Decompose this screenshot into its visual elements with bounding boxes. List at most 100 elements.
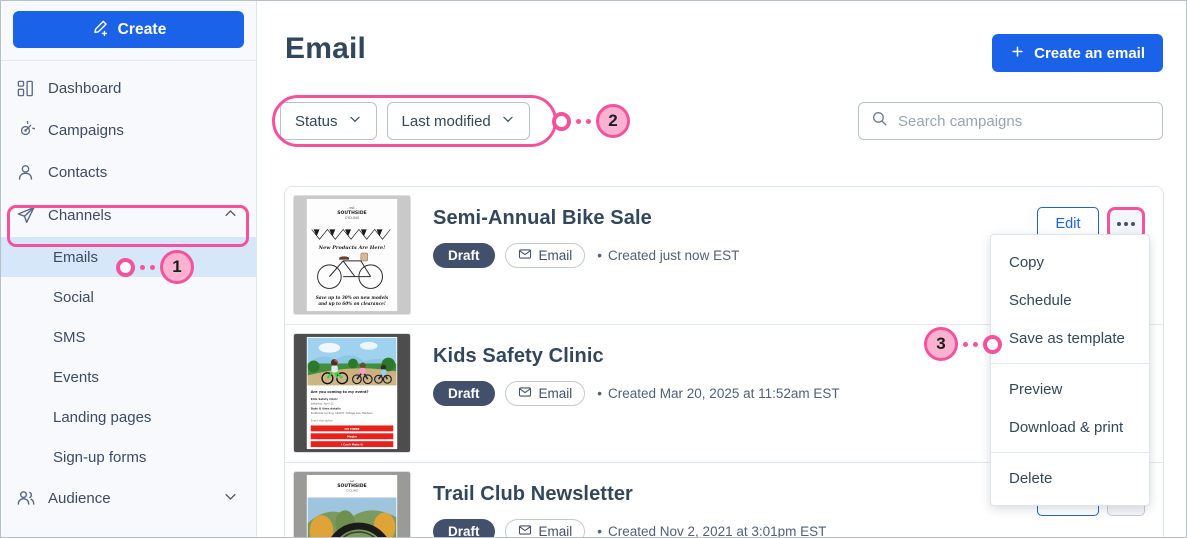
svg-text:New Products Are Here!: New Products Are Here! [318, 245, 386, 251]
status-badge: Draft [433, 519, 495, 537]
table-row[interactable]: - est - SOUTHSIDE CYCLING New Products A… [285, 187, 1163, 325]
create-an-email-button[interactable]: Create an email [992, 34, 1163, 72]
campaign-title[interactable]: Kids Safety Clinic [433, 345, 604, 367]
dashboard-icon [15, 78, 36, 99]
envelope-icon [518, 247, 532, 264]
callout-anchor-ring [552, 111, 571, 131]
created-value: Created just now EST [608, 248, 740, 263]
callout-anchor-ring [983, 334, 1002, 354]
menu-item-download-print[interactable]: Download & print [1009, 418, 1124, 436]
filters-group: Status Last modified [280, 102, 530, 140]
trail-club-newsletter-thumbnail: - est - SOUTHSIDE CYCLING [294, 472, 410, 537]
svg-text:and up to 60% on clearance!: and up to 60% on clearance! [318, 301, 385, 306]
channel-label: Email [538, 248, 573, 263]
sidebar-item-channels[interactable]: Channels [1, 193, 256, 237]
svg-text:CYCLING: CYCLING [345, 216, 360, 220]
search-icon [871, 110, 888, 132]
separator-dot: • [597, 248, 603, 263]
menu-item-save-as-template[interactable]: Save as template [1009, 329, 1125, 347]
sidebar-subitem-label: Social [53, 288, 94, 306]
create-button-container: Create [1, 1, 256, 61]
callout-anchor-ring [116, 257, 135, 277]
sidebar-item-signup-forms[interactable]: Sign-up forms [1, 437, 256, 477]
sidebar-item-sms[interactable]: SMS [1, 317, 256, 357]
callout-3: 3 [924, 327, 1002, 361]
campaign-thumbnail: Are you coming to my event? Kids Safety … [293, 333, 411, 453]
leader-dot [576, 118, 581, 124]
campaign-title[interactable]: Semi-Annual Bike Sale [433, 207, 652, 229]
table-row[interactable]: Are you coming to my event? Kids Safety … [285, 325, 1163, 463]
pencil-plus-icon [91, 18, 110, 42]
callout-leader-dots [963, 341, 978, 347]
svg-text:I Can't Make It: I Can't Make It [341, 443, 363, 447]
leader-dot [150, 264, 155, 270]
last-modified-filter-dropdown[interactable]: Last modified [386, 102, 530, 140]
svg-text:Southside Cycling, 1400 E. Col: Southside Cycling, 1400 E. College Ave, … [311, 411, 373, 415]
chevron-up-icon [223, 206, 238, 225]
sidebar-item-dashboard[interactable]: Dashboard [1, 67, 256, 109]
chevron-down-icon [348, 112, 362, 130]
create-an-email-label: Create an email [1034, 44, 1145, 62]
sidebar-subitem-label: Sign-up forms [53, 448, 147, 466]
create-button[interactable]: Create [13, 11, 244, 48]
svg-text:SOUTHSIDE: SOUTHSIDE [337, 210, 366, 216]
sidebar-item-contacts[interactable]: Contacts [1, 151, 256, 193]
menu-item-preview[interactable]: Preview [1009, 380, 1063, 398]
campaign-thumbnail: - est - SOUTHSIDE CYCLING [293, 471, 411, 537]
search-input[interactable] [898, 112, 1150, 130]
table-row[interactable]: - est - SOUTHSIDE CYCLING [285, 463, 1163, 538]
sidebar-item-campaigns[interactable]: Campaigns [1, 109, 256, 151]
separator-dot: • [597, 386, 603, 401]
search-campaigns-box[interactable] [858, 102, 1163, 140]
callout-number: 2 [596, 104, 630, 138]
svg-text:SOUTHSIDE: SOUTHSIDE [337, 483, 366, 489]
channel-label: Email [538, 524, 573, 538]
svg-text:CYCLING: CYCLING [346, 489, 358, 493]
sidebar: Create Dashboard [1, 1, 257, 537]
campaign-meta: Draft Email • Created Mar 20, 20 [433, 381, 1163, 406]
sidebar-item-label: Channels [48, 206, 112, 224]
channel-label: Email [538, 386, 573, 401]
callout-2: 2 [552, 104, 630, 138]
last-modified-filter-label: Last modified [401, 112, 491, 130]
sidebar-item-landing-pages[interactable]: Landing pages [1, 397, 256, 437]
leader-dot [140, 264, 145, 270]
menu-divider [991, 363, 1149, 364]
callout-number: 3 [924, 327, 958, 361]
menu-item-copy[interactable]: Copy [1009, 253, 1045, 271]
status-filter-label: Status [295, 112, 338, 130]
created-text: • Created just now EST [597, 248, 739, 263]
svg-text:Kids Safety Clinic: Kids Safety Clinic [311, 397, 338, 401]
menu-item-delete[interactable]: Delete [1009, 469, 1053, 487]
campaign-meta: Draft Email • Created Nov 2, 202 [433, 519, 1163, 538]
campaign-thumbnail: - est - SOUTHSIDE CYCLING New Products A… [293, 195, 411, 315]
svg-text:Event description: Event description [311, 419, 334, 423]
campaign-title[interactable]: Trail Club Newsletter [433, 483, 633, 505]
sidebar-item-audience[interactable]: Audience [1, 477, 256, 519]
leader-dot [973, 341, 978, 347]
callout-leader-dots [576, 118, 591, 124]
sidebar-item-label: Dashboard [48, 79, 122, 97]
campaign-info: Trail Club Newsletter Draft Email [411, 471, 1163, 538]
paper-plane-icon [15, 205, 36, 226]
svg-text:Date & time details: Date & time details [311, 407, 341, 411]
sidebar-item-social[interactable]: Social [1, 277, 256, 317]
sidebar-item-events[interactable]: Events [1, 357, 256, 397]
status-badge: Draft [433, 381, 495, 406]
person-icon [15, 162, 36, 183]
status-filter-dropdown[interactable]: Status [280, 102, 377, 140]
leader-dot [963, 341, 968, 347]
svg-text:I'M THERE: I'M THERE [345, 427, 360, 431]
status-badge: Draft [433, 243, 495, 268]
dot-icon [1117, 221, 1121, 226]
menu-item-schedule[interactable]: Schedule [1009, 291, 1072, 309]
channel-pill: Email [504, 381, 586, 406]
svg-text:- est -: - est - [348, 479, 356, 483]
kids-safety-clinic-thumbnail: Are you coming to my event? Kids Safety … [294, 334, 410, 452]
svg-text:Save up to 30% on new models: Save up to 30% on new models [316, 295, 389, 300]
sidebar-item-label: Contacts [48, 163, 108, 181]
plus-icon [1010, 44, 1025, 63]
campaign-info: Semi-Annual Bike Sale Draft Email [411, 195, 1163, 268]
chevron-down-icon [223, 489, 238, 508]
menu-divider [991, 452, 1149, 453]
